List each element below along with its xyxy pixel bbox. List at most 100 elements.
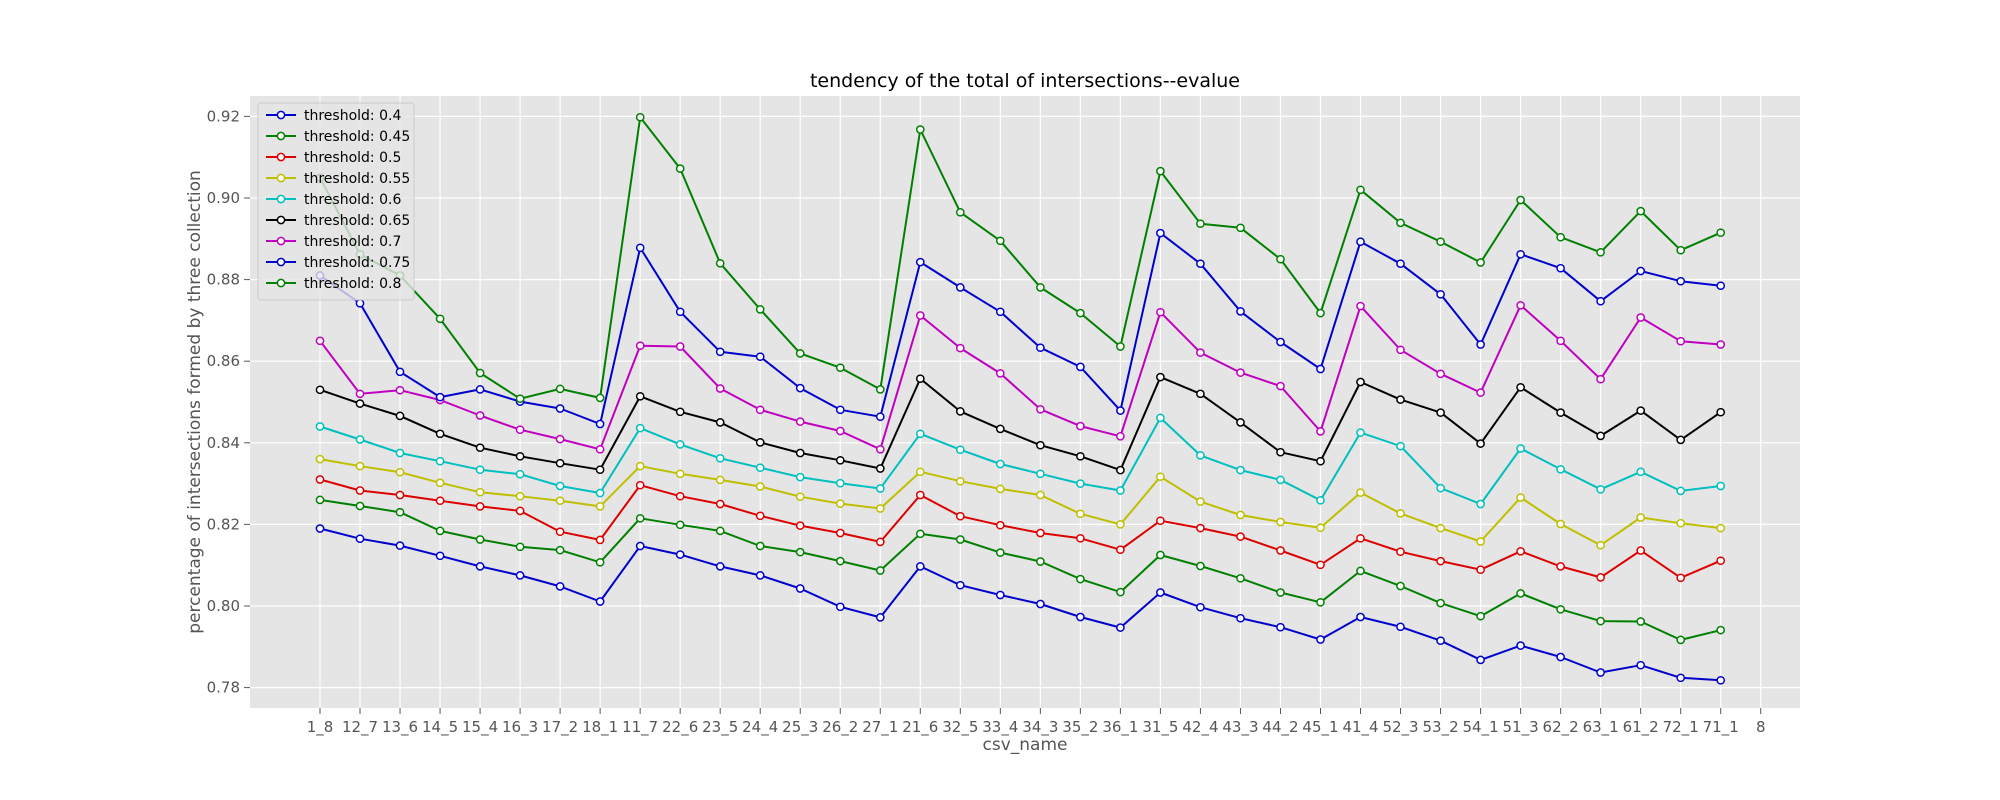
data-point <box>595 557 605 567</box>
data-point <box>315 495 325 505</box>
data-point <box>1156 372 1165 382</box>
x-tick-label: 62_2 <box>1543 718 1579 737</box>
data-point <box>435 392 445 402</box>
data-point <box>1076 509 1085 519</box>
data-point <box>1516 589 1525 598</box>
data-point <box>835 556 845 566</box>
data-point <box>635 341 645 351</box>
data-point <box>795 584 805 593</box>
data-point <box>995 307 1005 317</box>
data-point <box>675 307 685 317</box>
data-point <box>1276 381 1285 391</box>
data-point <box>355 501 365 511</box>
series-9 <box>315 112 1726 404</box>
legend-item: threshold: 0.65 <box>266 213 410 229</box>
data-point <box>1676 486 1686 496</box>
data-point <box>1596 296 1605 306</box>
x-tick-label: 36_1 <box>1102 718 1138 737</box>
data-point <box>1436 636 1445 646</box>
data-point <box>1156 228 1165 238</box>
data-point <box>315 475 325 484</box>
data-point <box>675 550 685 559</box>
data-point <box>835 405 845 415</box>
data-point <box>1116 623 1125 632</box>
data-point <box>1516 444 1525 453</box>
data-point <box>1516 546 1525 556</box>
data-point <box>1316 456 1325 466</box>
data-point <box>1076 362 1085 372</box>
data-point <box>635 243 645 253</box>
data-point <box>475 535 485 544</box>
data-point <box>835 528 845 538</box>
data-point <box>715 562 725 571</box>
data-point <box>1396 441 1405 451</box>
data-point <box>315 385 325 395</box>
data-point <box>675 520 685 530</box>
data-point <box>395 507 405 517</box>
data-point <box>835 478 845 488</box>
data-point <box>1476 655 1485 665</box>
data-point <box>675 342 685 351</box>
data-point <box>1076 421 1085 431</box>
chart-title: tendency of the total of intersections--… <box>810 70 1240 92</box>
data-point <box>1516 249 1525 259</box>
y-tick-label: 0.88 <box>207 271 240 289</box>
data-point <box>475 465 485 475</box>
data-point <box>1356 566 1365 576</box>
data-point <box>355 399 365 408</box>
data-point <box>1316 427 1325 436</box>
legend-box <box>257 102 415 301</box>
data-point <box>395 411 405 421</box>
data-point <box>1116 342 1125 351</box>
x-tick-label: 52_3 <box>1382 718 1418 737</box>
legend-item: threshold: 0.5 <box>266 150 401 166</box>
data-point <box>1676 435 1686 445</box>
data-point <box>1356 377 1365 387</box>
data-point <box>1556 604 1565 614</box>
series-line <box>319 478 1722 579</box>
data-point <box>635 480 645 490</box>
data-point <box>1716 625 1726 635</box>
data-point <box>1716 340 1726 349</box>
data-point <box>1716 556 1726 566</box>
data-point <box>1556 408 1565 417</box>
data-point <box>795 492 805 502</box>
data-point <box>595 535 605 545</box>
data-point <box>1116 520 1125 529</box>
data-point <box>1076 479 1085 488</box>
data-point <box>955 535 965 544</box>
data-point <box>715 258 725 268</box>
data-point <box>1636 617 1646 626</box>
data-point <box>1636 406 1646 415</box>
data-point <box>1396 547 1405 557</box>
data-point <box>795 547 805 557</box>
series-1 <box>315 524 1726 685</box>
data-point <box>1036 343 1045 353</box>
x-tick-label: 43_3 <box>1222 718 1258 737</box>
series-6 <box>315 372 1726 475</box>
data-point <box>1436 598 1445 608</box>
data-point <box>715 347 725 357</box>
data-point <box>995 459 1005 469</box>
series-2 <box>315 495 1726 645</box>
legend-label: threshold: 0.55 <box>304 171 410 187</box>
data-point <box>1236 573 1245 583</box>
data-point <box>875 464 885 473</box>
data-point <box>955 283 965 292</box>
data-point <box>875 613 885 622</box>
data-point <box>1556 336 1565 346</box>
data-point <box>955 343 965 353</box>
data-point <box>1036 599 1045 609</box>
legend-swatch-marker <box>276 215 286 225</box>
data-point <box>1716 675 1726 685</box>
data-point <box>1236 307 1245 316</box>
data-point <box>555 527 565 537</box>
data-point <box>795 349 805 358</box>
data-point <box>1716 407 1726 417</box>
data-point <box>1276 337 1285 347</box>
data-point <box>515 491 525 501</box>
data-point <box>1596 616 1605 626</box>
data-point <box>435 526 445 536</box>
data-point <box>1156 550 1165 560</box>
